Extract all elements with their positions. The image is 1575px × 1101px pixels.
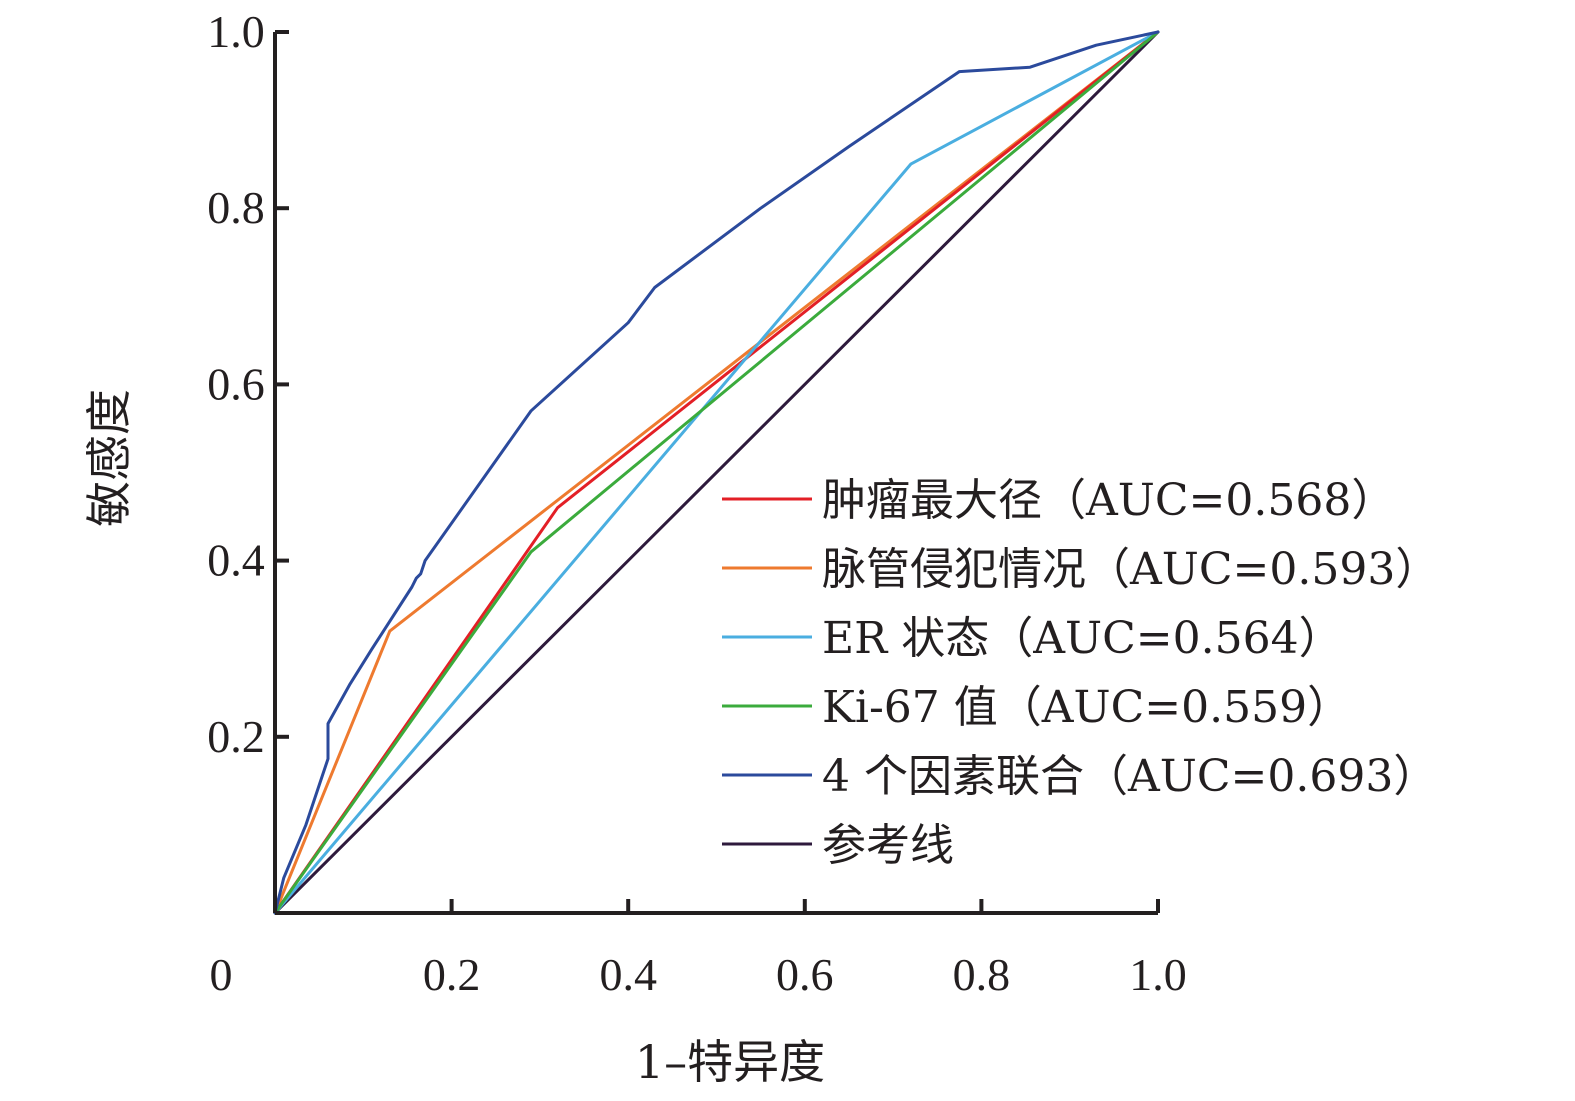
series-line-4	[273, 30, 1160, 915]
ticks-layer: 0.2 0.4 0.6 0.8 1.0 0.2 0.4 0.6 0.8 1.0	[207, 6, 1187, 1000]
legend-label: Ki-67 值（AUC=0.559）	[822, 682, 1351, 733]
legend-label: 参考线	[822, 820, 954, 871]
legend: 肿瘤最大径（AUC=0.568） 脉管侵犯情况（AUC=0.593） ER 状态（A…	[722, 475, 1439, 871]
y-axis-title: 敏感度	[82, 389, 136, 527]
series-line-5	[273, 30, 1160, 915]
legend-label: ER 状态（AUC=0.564）	[822, 613, 1343, 664]
legend-label: 肿瘤最大径（AUC=0.568）	[822, 475, 1395, 526]
axes-layer	[273, 32, 1158, 915]
series-line-1	[273, 30, 1160, 915]
x-tick-label: 0.8	[953, 949, 1011, 1000]
x-axis-title: 1–特异度	[635, 1035, 825, 1089]
y-tick-label: 1.0	[207, 6, 265, 57]
series-layer	[273, 30, 1160, 915]
x-tick-label: 0.4	[599, 949, 657, 1000]
x-tick-label: 0.6	[776, 949, 834, 1000]
y-tick-label: 0.8	[207, 182, 265, 233]
origin-label: 0	[210, 949, 233, 1000]
y-tick-label: 0.4	[207, 535, 265, 586]
y-tick-label: 0.2	[207, 711, 265, 762]
legend-label: 4 个因素联合（AUC=0.693）	[822, 751, 1437, 802]
x-tick-label: 0.2	[423, 949, 481, 1000]
series-line-2	[273, 30, 1160, 915]
legend-label: 脉管侵犯情况（AUC=0.593）	[822, 544, 1439, 595]
x-tick-label: 1.0	[1129, 949, 1187, 1000]
series-line-3	[273, 30, 1160, 915]
y-tick-label: 0.6	[207, 358, 265, 409]
